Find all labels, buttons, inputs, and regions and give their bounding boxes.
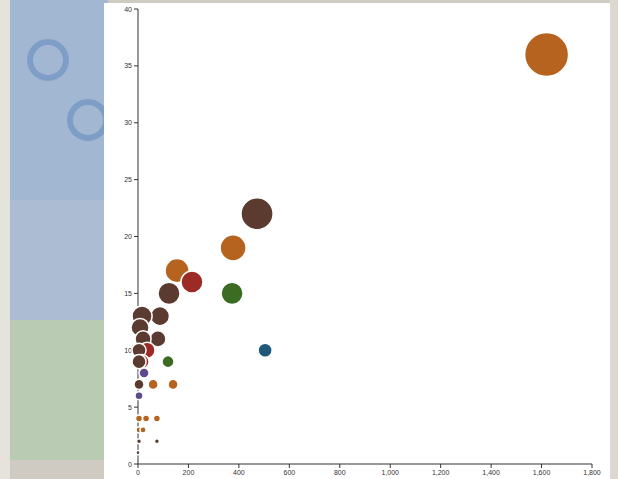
bubble	[525, 33, 569, 77]
x-tick-label: 800	[334, 469, 346, 476]
background	[0, 0, 618, 479]
background-brick	[8, 0, 108, 200]
plot-panel	[104, 3, 610, 479]
x-tick	[138, 464, 139, 468]
background-brick	[8, 200, 108, 320]
y-tick-label: 15	[124, 290, 132, 297]
x-tick-label: 400	[233, 469, 245, 476]
y-tick-label: 5	[128, 404, 132, 411]
bubble	[221, 282, 243, 304]
bubble	[137, 439, 142, 444]
y-tick-label: 20	[124, 233, 132, 240]
y-tick-label: 0	[128, 461, 132, 468]
bubble	[162, 356, 174, 368]
bubble	[139, 368, 149, 378]
x-tick-label: 0	[136, 469, 140, 476]
bubble	[135, 392, 143, 400]
bubble	[132, 355, 146, 369]
y-tick	[134, 122, 138, 123]
background-stud	[70, 102, 106, 138]
bubble	[153, 415, 160, 422]
x-tick-label: 1,200	[432, 469, 450, 476]
y-tick-label: 30	[124, 119, 132, 126]
x-tick-label: 1,600	[533, 469, 551, 476]
bubble	[158, 282, 180, 304]
bubble	[148, 379, 158, 389]
y-tick-label: 35	[124, 62, 132, 69]
y-tick-label: 10	[124, 347, 132, 354]
x-tick	[188, 464, 189, 468]
bubble	[168, 379, 178, 389]
y-tick	[134, 293, 138, 294]
x-tick-label: 1,800	[583, 469, 601, 476]
background-brick	[10, 320, 105, 460]
bubble	[181, 271, 203, 293]
y-tick	[134, 236, 138, 237]
bubble	[140, 427, 146, 433]
background-edge	[610, 0, 618, 479]
x-axis-line	[138, 464, 592, 465]
y-tick	[134, 407, 138, 408]
x-tick	[440, 464, 441, 468]
bubble	[143, 415, 150, 422]
background-edge	[0, 0, 10, 479]
bubble	[150, 307, 169, 326]
y-tick	[134, 179, 138, 180]
x-tick-label: 600	[283, 469, 295, 476]
chart: 0 200 400 600 800 1,000 1,200 1,400 1,600 1,800 0 5…	[0, 0, 618, 479]
bubble	[258, 343, 272, 357]
x-tick	[238, 464, 239, 468]
bubble	[241, 198, 273, 230]
y-tick	[134, 65, 138, 66]
x-tick	[289, 464, 290, 468]
x-tick-label: 1,400	[482, 469, 500, 476]
bubble	[136, 415, 143, 422]
bubble	[154, 439, 159, 444]
y-tick	[134, 464, 138, 465]
x-tick-label: 200	[183, 469, 195, 476]
x-tick-label: 1,000	[381, 469, 399, 476]
x-tick	[592, 464, 593, 468]
bubble	[220, 235, 246, 261]
y-tick	[134, 9, 138, 10]
y-tick-label: 25	[124, 176, 132, 183]
x-tick	[491, 464, 492, 468]
y-tick-label: 40	[124, 6, 132, 13]
bubble	[134, 379, 144, 389]
x-tick	[339, 464, 340, 468]
background-fill	[0, 0, 618, 479]
x-tick	[390, 464, 391, 468]
background-stud	[30, 42, 66, 78]
x-tick	[541, 464, 542, 468]
bubble	[136, 451, 140, 455]
